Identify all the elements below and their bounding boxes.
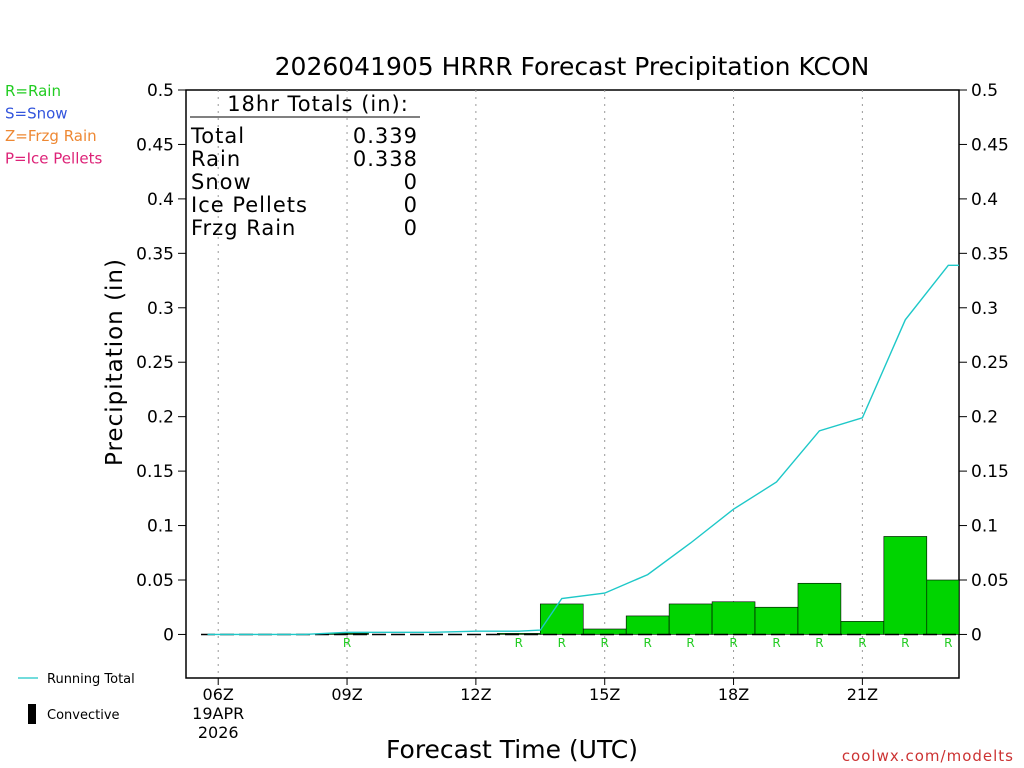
y-tick-label: 0.15 — [136, 462, 174, 482]
plot-frame — [185, 89, 960, 679]
precip-type-label: R — [901, 636, 909, 650]
y-tick-label-right: 0.1 — [971, 517, 998, 537]
y-tick-label: 0.5 — [147, 81, 174, 101]
vertical-grid — [217, 90, 863, 678]
precip-type-label: R — [601, 636, 609, 650]
y-tick-label: 0.05 — [136, 571, 174, 591]
y-tick-label: 0.3 — [147, 299, 174, 319]
precip-type-label: R — [343, 636, 351, 650]
precip-bar — [711, 601, 756, 635]
totals-row-label: Snow — [191, 170, 252, 194]
x-tick-label: 18Z — [718, 685, 749, 704]
y-tick-label: 0.25 — [136, 353, 174, 373]
totals-row-label: Total — [190, 124, 245, 148]
precip-bar — [754, 606, 799, 635]
totals-row-label: Ice Pellets — [191, 193, 308, 217]
precip-type-label: R — [729, 636, 737, 650]
precip-type-label: R — [858, 636, 866, 650]
x-axis-label: Forecast Time (UTC) — [386, 735, 638, 764]
y-tick-label: 0 — [163, 625, 174, 645]
precip-type-label: R — [686, 636, 694, 650]
y-tick-label-right: 0.05 — [971, 571, 1009, 591]
precip-type-label: R — [772, 636, 780, 650]
precip-type-label: R — [944, 636, 952, 650]
precip-bar — [582, 628, 627, 635]
precip-type-label: R — [643, 636, 651, 650]
y-tick-label-right: 0.5 — [971, 81, 998, 101]
y-tick-label: 0.45 — [136, 135, 174, 155]
x-tick-label: 12Z — [460, 685, 491, 704]
precip-bar — [668, 603, 713, 635]
totals-header: 18hr Totals (in): — [227, 92, 409, 116]
totals-row-value: 0 — [404, 170, 418, 194]
totals-row-value: 0.338 — [353, 147, 418, 171]
y-tick-label: 0.2 — [147, 408, 174, 428]
precip-bar — [797, 582, 842, 635]
y-tick-label-right: 0.3 — [971, 299, 998, 319]
y-axis-label: Precipitation (in) — [102, 258, 128, 466]
precip-bar — [883, 536, 928, 635]
precip-bar — [926, 579, 960, 635]
y-axis-left: 0 0.05 0.1 0.15 0.2 0.25 0.3 0.35 0.4 0.45 0.5 — [136, 81, 186, 645]
totals-table: 18hr Totals (in): Total 0.339 Rain 0.338 Sno… — [190, 92, 420, 240]
x-tick-date: 19APR — [192, 704, 244, 723]
x-tick-label: 06Z — [203, 685, 234, 704]
series-legend: Running Total Convective — [18, 672, 135, 724]
x-tick-year: 2026 — [198, 723, 239, 742]
totals-row-value: 0 — [404, 216, 418, 240]
type-legend-item: Z=Frzg Rain — [5, 127, 97, 145]
precip-bar — [625, 615, 670, 635]
totals-row-label: Frzg Rain — [191, 216, 296, 240]
y-tick-label-right: 0.2 — [971, 408, 998, 428]
x-tick-label: 21Z — [847, 685, 878, 704]
type-legend-item: S=Snow — [5, 105, 68, 123]
precip-bar — [840, 621, 885, 635]
totals-row-value: 0 — [404, 193, 418, 217]
x-tick-label: 15Z — [589, 685, 620, 704]
y-tick-label: 0.1 — [147, 517, 174, 537]
chart-title: 2026041905 HRRR Forecast Precipitation K… — [275, 52, 870, 81]
precip-bar — [539, 603, 584, 635]
y-tick-label-right: 0.4 — [971, 190, 998, 210]
precip-type-label: R — [558, 636, 566, 650]
x-tick-label: 09Z — [331, 685, 362, 704]
series-legend-label: Convective — [47, 708, 120, 723]
y-tick-label-right: 0.25 — [971, 353, 1009, 373]
type-legend-item: R=Rain — [5, 82, 61, 100]
precip-type-label: R — [515, 636, 523, 650]
precip-type-legend: R=Rain S=Snow Z=Frzg Rain P=Ice Pellets — [5, 82, 102, 168]
y-tick-label-right: 0.15 — [971, 462, 1009, 482]
totals-row-value: 0.339 — [353, 124, 418, 148]
y-tick-label-right: 0.45 — [971, 135, 1009, 155]
y-axis-right: 0 0.05 0.1 0.15 0.2 0.25 0.3 0.35 0.4 0.45 0.5 — [959, 81, 1009, 645]
y-tick-label-right: 0 — [971, 625, 982, 645]
credit-text: coolwx.com/modelts — [842, 747, 1014, 765]
precip-type-label: R — [815, 636, 823, 650]
type-legend-item: P=Ice Pellets — [5, 150, 102, 168]
hourly-precip-bars — [201, 536, 960, 636]
series-legend-label: Running Total — [47, 672, 135, 687]
totals-row-label: Rain — [191, 147, 241, 171]
y-tick-label-right: 0.35 — [971, 244, 1009, 264]
y-tick-label: 0.35 — [136, 244, 174, 264]
y-tick-label: 0.4 — [147, 190, 174, 210]
legend-block-swatch — [28, 704, 36, 724]
running-total-line — [207, 264, 959, 636]
